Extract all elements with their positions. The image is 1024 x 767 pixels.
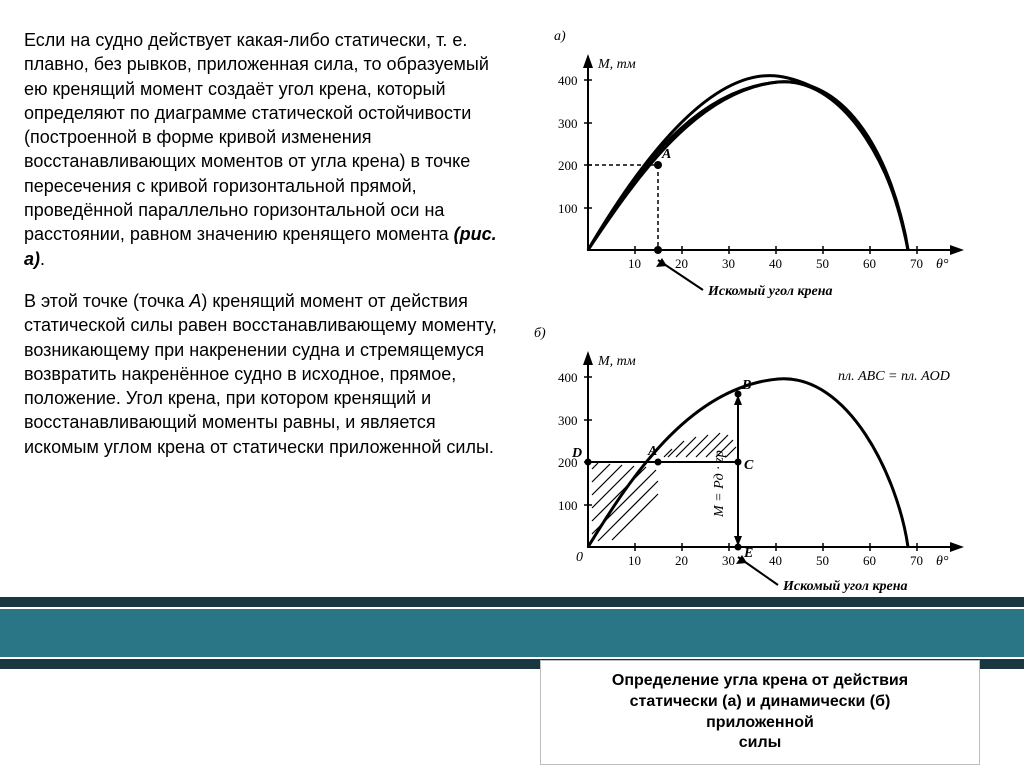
- svg-text:50: 50: [816, 553, 829, 568]
- hatch-left: [592, 463, 658, 541]
- text-column: Если на судно действует какая-либо стати…: [0, 0, 510, 767]
- chart-a-label: а): [554, 29, 566, 44]
- svg-text:100: 100: [558, 201, 578, 216]
- svg-text:10: 10: [628, 553, 641, 568]
- svg-text:А: А: [661, 147, 671, 162]
- svg-text:B: B: [741, 378, 751, 393]
- svg-text:400: 400: [558, 370, 578, 385]
- chart-a-svg: а) М, тм 100 200 300 400 10 20: [528, 20, 988, 305]
- paragraph-2: В этой точке (точка А) кренящий момент о…: [24, 289, 498, 459]
- svg-text:θ°: θ°: [936, 554, 949, 569]
- chart-b-label: б): [534, 326, 546, 341]
- svg-text:Искомый угол крена: Искомый угол крена: [707, 284, 833, 299]
- svg-text:50: 50: [816, 256, 829, 271]
- main-layout: Если на судно действует какая-либо стати…: [0, 0, 1024, 767]
- chart-b-svg: б) М, тм 100 200 300 400 10 20 30: [528, 317, 988, 602]
- svg-text:300: 300: [558, 116, 578, 131]
- figure-caption: Определение угла крена от действия стати…: [540, 660, 980, 765]
- svg-text:пл. ABC = пл. AOD: пл. ABC = пл. AOD: [838, 369, 950, 384]
- svg-text:20: 20: [675, 256, 688, 271]
- svg-text:40: 40: [769, 256, 782, 271]
- charts-column: а) М, тм 100 200 300 400 10 20: [510, 0, 1024, 767]
- y-ticks-b: 100 200 300 400: [558, 370, 592, 513]
- svg-text:100: 100: [558, 498, 578, 513]
- chart-b: б) М, тм 100 200 300 400 10 20 30: [528, 317, 988, 602]
- svg-text:D: D: [571, 446, 582, 461]
- svg-text:70: 70: [910, 256, 923, 271]
- svg-text:60: 60: [863, 553, 876, 568]
- svg-text:E: E: [743, 546, 753, 561]
- svg-text:20: 20: [675, 553, 688, 568]
- point-a: [654, 161, 662, 169]
- paragraph-1: Если на судно действует какая-либо стати…: [24, 28, 498, 271]
- chart-a: а) М, тм 100 200 300 400 10 20: [528, 20, 988, 305]
- svg-text:А: А: [647, 444, 657, 459]
- svg-text:30: 30: [722, 553, 735, 568]
- svg-text:300: 300: [558, 413, 578, 428]
- svg-text:70: 70: [910, 553, 923, 568]
- svg-text:М = Pд · zp: М = Pд · zp: [712, 450, 727, 518]
- p1-text: Если на судно действует какая-либо стати…: [24, 30, 489, 244]
- svg-text:30: 30: [722, 256, 735, 271]
- svg-text:200: 200: [558, 158, 578, 173]
- svg-text:С: С: [744, 458, 754, 473]
- svg-text:М, тм: М, тм: [597, 354, 636, 369]
- svg-text:10: 10: [628, 256, 641, 271]
- svg-text:θ°: θ°: [936, 257, 949, 272]
- svg-text:Искомый угол крена: Искомый угол крена: [782, 579, 908, 594]
- svg-text:400: 400: [558, 73, 578, 88]
- svg-text:0: 0: [576, 550, 583, 565]
- svg-text:40: 40: [769, 553, 782, 568]
- svg-text:60: 60: [863, 256, 876, 271]
